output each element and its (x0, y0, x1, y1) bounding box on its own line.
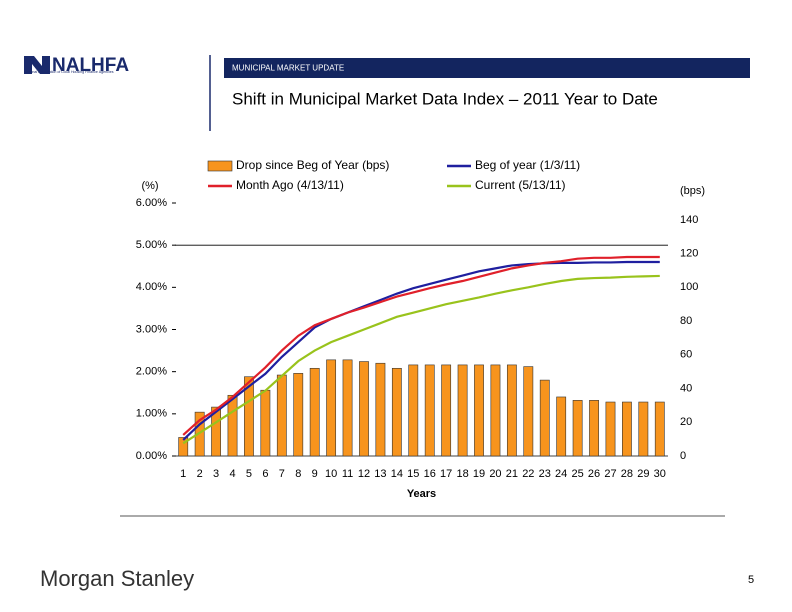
x-tick-label: 2 (197, 468, 203, 480)
bar (490, 364, 501, 457)
bar (342, 359, 353, 457)
bar (276, 374, 287, 457)
bar (359, 361, 369, 457)
line (182, 260, 660, 441)
y2-tick-label: 80 (680, 315, 692, 327)
x-tick-label: 9 (312, 468, 318, 480)
x-tick-label: 19 (473, 468, 485, 480)
bar (572, 400, 583, 457)
x-tick-label: 27 (604, 468, 616, 480)
y-tick-label: 1.00% (136, 408, 167, 420)
x-tick-label: 28 (621, 468, 633, 480)
legend-label: Drop since Beg of Year (bps) (236, 158, 389, 172)
bar (326, 359, 337, 457)
x-tick-label: 24 (555, 468, 567, 480)
y2-tick-label: 20 (680, 416, 692, 428)
bar (375, 362, 386, 457)
legend-label: Current (5/13/11) (475, 178, 566, 192)
bar (227, 394, 238, 457)
x-tick-label: 6 (262, 468, 268, 480)
brand: Morgan Stanley (40, 566, 194, 591)
chart: 0.00% 1.00% 2.00% 3.00% 4.00% 5.00% 6.00% (%) 0 2… (136, 158, 705, 500)
x-tick-label: 29 (637, 468, 649, 480)
y-tick-label: 3.00% (136, 323, 167, 335)
bar (408, 364, 419, 457)
bar (457, 364, 468, 457)
logo-mark (24, 56, 50, 74)
x-tick-label: 4 (229, 468, 235, 480)
page-number: 5 (748, 574, 754, 586)
x-tick-label: 20 (489, 468, 501, 480)
x-tick-label: 3 (213, 468, 219, 480)
bar (622, 401, 632, 457)
y2-axis-label: (bps) (680, 185, 705, 197)
bar (539, 379, 550, 457)
y2-tick-label: 120 (680, 248, 698, 260)
bar (424, 364, 435, 457)
y2-tick-label: 140 (680, 214, 698, 226)
x-axis-label: Years (407, 488, 436, 500)
x-tick-label: 16 (424, 468, 436, 480)
y-axis-label: (%) (141, 180, 158, 192)
x-tick-label: 18 (456, 468, 468, 480)
bar (211, 406, 221, 457)
line (182, 255, 660, 436)
line (182, 274, 660, 445)
bar (309, 367, 320, 457)
x-tick-label: 22 (522, 468, 534, 480)
y-tick-label: 4.00% (136, 281, 167, 293)
y-tick-label: 5.00% (136, 239, 167, 251)
x-tick-label: 30 (654, 468, 666, 480)
x-tick-label: 15 (407, 468, 419, 480)
x-tick-label: 12 (358, 468, 370, 480)
x-tick-label: 26 (588, 468, 600, 480)
bar (178, 437, 189, 457)
y2-tick-label: 60 (680, 349, 692, 361)
x-tick-label: 7 (279, 468, 285, 480)
y-tick-label: 2.00% (136, 366, 167, 378)
x-tick-label: 13 (374, 468, 386, 480)
bar (391, 367, 402, 457)
legend-label: Month Ago (4/13/11) (236, 178, 344, 192)
logo-tagline: National Association of Local Housing Fi… (24, 70, 114, 74)
bar (293, 373, 304, 457)
section-label: MUNICIPAL MARKET UPDATE (232, 64, 344, 73)
x-tick-label: 10 (325, 468, 337, 480)
bar (589, 400, 599, 457)
x-tick-label: 23 (539, 468, 551, 480)
bar (441, 364, 452, 457)
logo: NALHFA (52, 55, 129, 76)
x-tick-label: 25 (571, 468, 583, 480)
bar (654, 401, 665, 457)
bar (244, 376, 254, 457)
bar (474, 364, 484, 457)
bar (638, 401, 649, 457)
y-tick-label: 6.00% (136, 197, 167, 209)
bar (556, 396, 567, 457)
x-tick-label: 21 (506, 468, 518, 480)
legend-swatch (207, 160, 233, 172)
y2-tick-label: 100 (680, 281, 698, 293)
x-tick-label: 8 (295, 468, 301, 480)
bar (605, 401, 616, 457)
y-tick-label: 0.00% (136, 450, 167, 462)
slide-title: Shift in Municipal Market Data Index – 2… (232, 89, 658, 108)
legend-label: Beg of year (1/3/11) (475, 158, 580, 172)
x-tick-label: 11 (342, 468, 353, 480)
x-tick-label: 14 (391, 468, 403, 480)
x-tick-label: 1 (180, 468, 186, 480)
y2-tick-label: 0 (680, 450, 686, 462)
x-tick-label: 17 (440, 468, 452, 480)
bar (260, 389, 271, 457)
section-band (224, 58, 750, 78)
y2-tick-label: 40 (680, 382, 692, 394)
x-tick-label: 5 (246, 468, 252, 480)
bar (523, 366, 534, 457)
bar (506, 364, 517, 457)
